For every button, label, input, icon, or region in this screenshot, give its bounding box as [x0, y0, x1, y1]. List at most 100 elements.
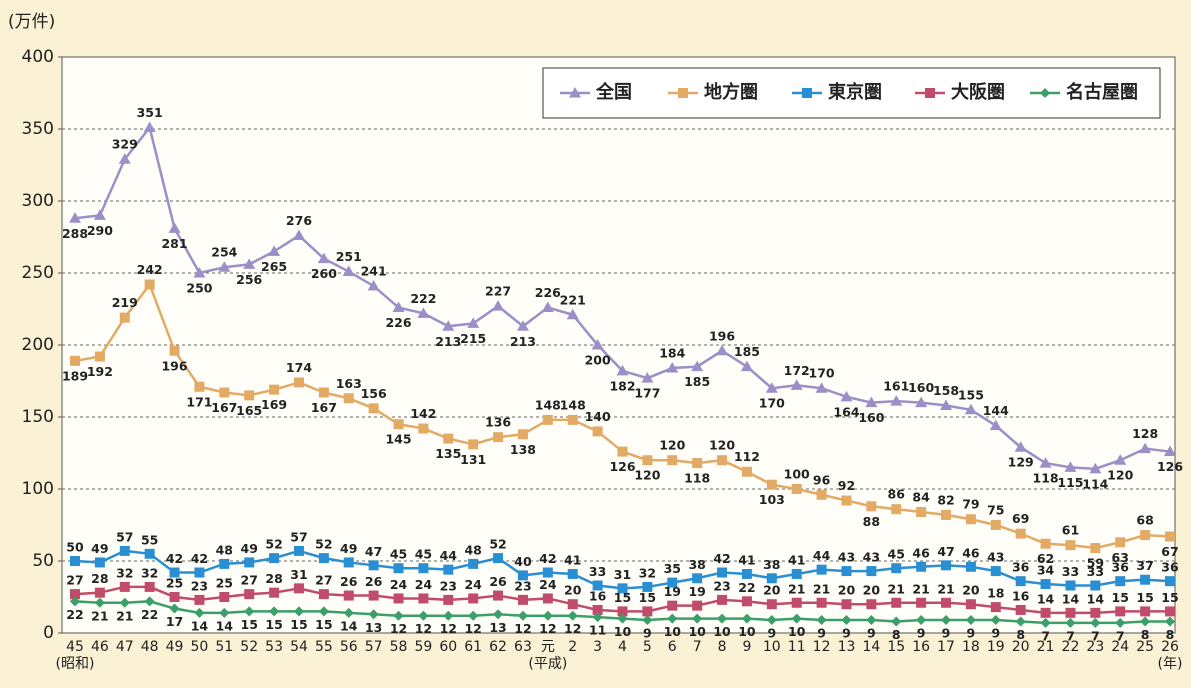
marker: [119, 597, 130, 608]
marker: [865, 396, 878, 408]
data-label: 25: [166, 576, 183, 591]
data-label: 14: [1062, 591, 1080, 606]
marker: [144, 596, 155, 607]
data-label: 33: [1087, 564, 1104, 579]
marker: [692, 458, 703, 469]
marker: [468, 439, 479, 450]
x-sublabel: (平成): [528, 656, 567, 672]
marker: [1039, 457, 1052, 468]
data-label: 290: [87, 223, 113, 238]
x-tick-label: 3: [593, 639, 602, 655]
marker: [219, 387, 230, 398]
data-label: 28: [265, 571, 282, 586]
marker: [119, 312, 130, 323]
marker: [816, 615, 827, 626]
marker: [940, 399, 953, 410]
marker: [592, 426, 603, 437]
x-tick-label: 46: [91, 639, 109, 655]
marker: [468, 593, 479, 604]
marker: [168, 222, 181, 233]
marker: [468, 610, 479, 621]
data-label: 11: [589, 623, 606, 638]
data-label: 9: [867, 626, 876, 641]
data-label: 114: [1082, 476, 1108, 491]
data-label: 265: [261, 259, 287, 274]
data-label: 20: [838, 583, 856, 598]
marker: [567, 599, 578, 610]
marker: [1115, 576, 1126, 587]
data-label: 32: [141, 565, 158, 580]
data-label: 12: [440, 621, 457, 636]
data-label: 48: [464, 542, 481, 557]
marker: [1140, 574, 1151, 585]
marker: [393, 610, 404, 621]
marker: [517, 570, 528, 581]
marker: [1065, 607, 1076, 618]
marker: [517, 610, 528, 621]
data-label: 163: [336, 376, 362, 391]
data-label: 14: [340, 618, 358, 633]
data-label: 160: [858, 410, 884, 425]
data-label: 40: [514, 554, 532, 569]
marker: [194, 567, 205, 578]
marker: [542, 610, 553, 621]
data-label: 165: [236, 403, 262, 418]
marker: [617, 613, 628, 624]
data-label: 148: [560, 397, 586, 412]
y-tick-label: 50: [32, 551, 54, 571]
marker: [567, 610, 578, 621]
y-tick-label: 250: [22, 263, 54, 283]
marker: [169, 567, 180, 578]
marker: [244, 557, 255, 568]
data-label: 118: [1033, 471, 1059, 486]
data-label: 213: [510, 334, 536, 349]
marker: [1065, 617, 1076, 628]
data-label: 142: [410, 406, 436, 421]
data-label: 79: [962, 497, 979, 512]
data-label: 227: [485, 284, 511, 299]
marker: [667, 577, 678, 588]
x-tick-label: 45: [66, 639, 84, 655]
marker: [866, 599, 877, 610]
data-label: 52: [315, 537, 332, 552]
data-label: 329: [112, 137, 138, 152]
marker: [1165, 606, 1175, 617]
data-label: 27: [66, 573, 83, 588]
data-label: 42: [191, 551, 208, 566]
data-label: 251: [336, 249, 362, 264]
data-label: 219: [112, 295, 138, 310]
x-tick-label: 57: [365, 639, 383, 655]
data-label: 115: [1057, 475, 1083, 490]
marker: [343, 393, 354, 404]
marker: [989, 419, 1002, 431]
x-tick-label: 7: [693, 639, 702, 655]
marker: [1015, 576, 1026, 587]
marker: [791, 613, 802, 624]
data-label: 23: [514, 578, 531, 593]
marker: [666, 362, 679, 373]
marker: [144, 548, 155, 559]
marker: [1089, 462, 1102, 474]
marker: [144, 279, 155, 290]
marker: [268, 245, 281, 256]
marker: [443, 610, 454, 621]
marker: [567, 568, 578, 579]
data-label: 75: [987, 503, 1004, 518]
marker: [169, 592, 180, 602]
marker: [393, 419, 404, 430]
data-label: 33: [589, 564, 606, 579]
marker: [417, 307, 430, 318]
data-label: 8: [892, 627, 901, 642]
data-label: 9: [917, 626, 926, 641]
data-label: 145: [385, 432, 411, 447]
marker: [667, 455, 678, 466]
data-label: 67: [1161, 544, 1178, 559]
marker: [965, 599, 976, 610]
marker: [318, 387, 329, 398]
data-label: 136: [485, 415, 511, 430]
data-label: 45: [415, 547, 432, 562]
marker: [368, 560, 379, 571]
data-label: 126: [1157, 459, 1183, 474]
marker: [443, 564, 454, 575]
data-label: 44: [440, 548, 458, 563]
